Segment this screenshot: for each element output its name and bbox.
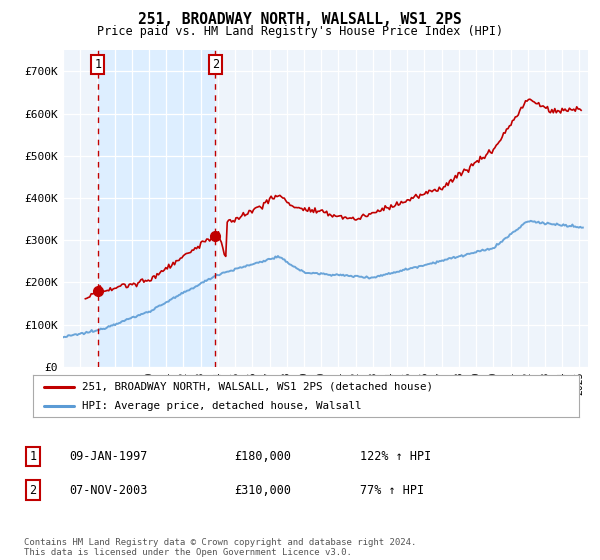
Text: 2: 2 bbox=[29, 483, 37, 497]
Text: 09-JAN-1997: 09-JAN-1997 bbox=[69, 450, 148, 463]
Text: HPI: Average price, detached house, Walsall: HPI: Average price, detached house, Wals… bbox=[82, 402, 362, 411]
Text: Price paid vs. HM Land Registry's House Price Index (HPI): Price paid vs. HM Land Registry's House … bbox=[97, 25, 503, 38]
Text: 77% ↑ HPI: 77% ↑ HPI bbox=[360, 483, 424, 497]
Text: 1: 1 bbox=[94, 58, 101, 71]
Text: £180,000: £180,000 bbox=[234, 450, 291, 463]
Text: Contains HM Land Registry data © Crown copyright and database right 2024.
This d: Contains HM Land Registry data © Crown c… bbox=[24, 538, 416, 557]
Text: 2: 2 bbox=[212, 58, 219, 71]
Text: 251, BROADWAY NORTH, WALSALL, WS1 2PS (detached house): 251, BROADWAY NORTH, WALSALL, WS1 2PS (d… bbox=[82, 382, 433, 392]
Bar bbox=[98, 50, 215, 367]
Text: 07-NOV-2003: 07-NOV-2003 bbox=[69, 483, 148, 497]
Text: 251, BROADWAY NORTH, WALSALL, WS1 2PS: 251, BROADWAY NORTH, WALSALL, WS1 2PS bbox=[138, 12, 462, 27]
Text: 1: 1 bbox=[29, 450, 37, 463]
Text: £310,000: £310,000 bbox=[234, 483, 291, 497]
Text: 122% ↑ HPI: 122% ↑ HPI bbox=[360, 450, 431, 463]
